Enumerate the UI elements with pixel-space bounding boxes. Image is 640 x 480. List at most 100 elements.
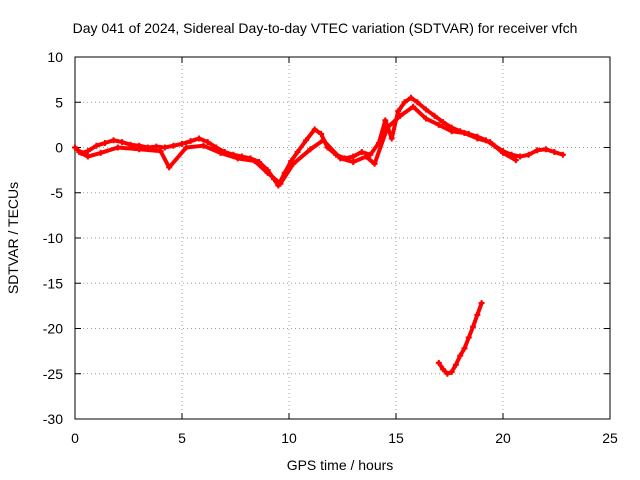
data-point: [294, 149, 301, 156]
data-point: [397, 112, 404, 119]
x-tick-label: 5: [178, 430, 186, 446]
data-point: [470, 323, 477, 330]
data-point: [551, 149, 558, 156]
data-point: [157, 148, 164, 155]
data-point: [200, 142, 207, 149]
data-point: [318, 130, 325, 137]
ticks: 0 5 10 15 20 25 10 5 0 -5 -10 -15 -20 -25 -30: [43, 49, 618, 446]
data-point: [474, 311, 481, 318]
x-tick-label: 10: [281, 430, 297, 446]
y-tick-label: -15: [43, 275, 63, 291]
data-point: [114, 144, 121, 151]
data-point: [204, 139, 211, 146]
y-tick-label: -10: [43, 230, 63, 246]
data-point: [136, 146, 143, 153]
data-point: [452, 361, 459, 368]
data-point: [448, 368, 455, 375]
data-point: [170, 142, 177, 149]
data-point: [401, 99, 408, 106]
y-tick-label: 10: [47, 49, 63, 65]
y-tick-label: -30: [43, 411, 63, 427]
y-tick-label: -20: [43, 321, 63, 337]
data-point: [382, 117, 389, 124]
data-point: [395, 108, 402, 115]
data-point: [119, 139, 126, 146]
data-point: [234, 155, 241, 162]
data-point: [110, 137, 117, 144]
x-axis-label: GPS time / hours: [287, 457, 394, 473]
x-tick-label: 25: [602, 430, 618, 446]
y-axis-label: SDTVAR / TECUs: [5, 182, 21, 294]
data-point: [153, 143, 160, 150]
data-point: [166, 164, 173, 171]
data-point: [320, 137, 327, 144]
data-point: [290, 160, 297, 167]
data-point: [542, 146, 549, 153]
data-point: [97, 149, 104, 156]
data-point: [101, 139, 108, 146]
data-point: [407, 94, 414, 101]
data-point: [196, 135, 203, 142]
data-point: [251, 158, 258, 165]
data-point: [422, 106, 429, 113]
data-point: [384, 124, 391, 131]
y-tick-label: 5: [55, 94, 63, 110]
data-layer: [72, 94, 566, 377]
data-point: [264, 169, 271, 176]
data-point: [431, 112, 438, 119]
data-point: [183, 144, 190, 151]
x-tick-label: 0: [71, 430, 79, 446]
y-tick-label: 0: [55, 140, 63, 156]
data-point: [422, 115, 429, 122]
data-point: [534, 147, 541, 154]
data-point: [388, 135, 395, 142]
y-tick-label: -5: [51, 185, 64, 201]
data-point: [457, 352, 464, 359]
data-point: [440, 119, 447, 126]
data-point: [559, 151, 566, 158]
data-point: [414, 99, 421, 106]
data-point: [517, 153, 524, 160]
data-point: [350, 153, 357, 160]
data-point: [76, 149, 83, 156]
chart-title: Day 041 of 2024, Sidereal Day-to-day VTE…: [73, 20, 578, 36]
data-point: [461, 130, 468, 137]
data-point: [487, 139, 494, 146]
data-point: [500, 149, 506, 156]
data-point: [525, 151, 532, 158]
data-point: [410, 103, 417, 110]
data-point: [350, 158, 357, 165]
data-point: [311, 126, 318, 133]
data-point: [187, 138, 194, 145]
data-point: [435, 121, 442, 128]
data-point: [474, 135, 481, 142]
data-point: [303, 137, 310, 144]
series-line-secondary: [77, 104, 518, 186]
data-point: [277, 180, 284, 187]
data-point: [217, 149, 224, 156]
data-point: [435, 359, 442, 366]
data-point: [84, 148, 91, 155]
data-point: [72, 144, 78, 151]
data-point: [512, 157, 519, 164]
data-point: [179, 140, 185, 147]
data-point: [367, 151, 374, 158]
y-tick-label: -25: [43, 366, 63, 382]
data-point: [363, 153, 370, 160]
data-point: [440, 366, 447, 373]
x-tick-label: 15: [388, 430, 404, 446]
data-point: [337, 155, 344, 162]
data-point: [84, 153, 91, 160]
data-point: [478, 300, 485, 307]
data-point: [444, 370, 451, 377]
data-point: [358, 149, 365, 156]
data-point: [161, 144, 168, 151]
data-point: [461, 345, 468, 352]
data-point: [93, 142, 100, 149]
data-point: [465, 334, 472, 341]
data-point: [371, 160, 378, 167]
data-point: [448, 128, 455, 135]
x-tick-label: 20: [495, 430, 511, 446]
